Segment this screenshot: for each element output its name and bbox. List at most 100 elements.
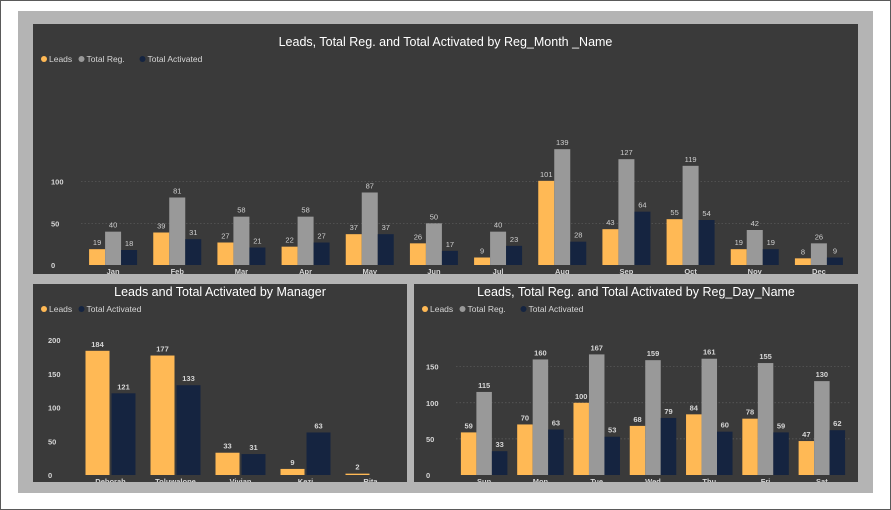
y-tick-label: 0 xyxy=(48,471,52,480)
bar-total-activated xyxy=(306,432,331,475)
bar-total-reg xyxy=(490,231,507,265)
data-label: 19 xyxy=(93,238,101,247)
day-bar-chart: Leads, Total Reg. and Total Activated by… xyxy=(422,285,850,482)
data-label: 53 xyxy=(608,426,616,435)
bar-total-reg xyxy=(701,358,718,475)
bar-total-activated xyxy=(762,249,779,265)
bar-leads xyxy=(345,473,370,475)
bar-total-activated xyxy=(548,429,564,475)
y-tick-label: 200 xyxy=(48,336,61,345)
bar-total-reg xyxy=(532,359,549,475)
x-tick-label: Sat xyxy=(816,477,828,482)
data-label: 78 xyxy=(746,408,754,417)
legend-marker-leads xyxy=(41,56,47,62)
chart-title: Leads, Total Reg. and Total Activated by… xyxy=(477,285,795,299)
bar-leads xyxy=(280,468,305,475)
data-label: 31 xyxy=(249,443,257,452)
x-tick-label: Mon xyxy=(533,477,549,482)
y-tick-label: 150 xyxy=(426,363,439,372)
data-label: 87 xyxy=(366,182,374,191)
x-tick-label: Deborah xyxy=(95,477,126,482)
legend-entry-leads: Leads xyxy=(430,304,453,314)
data-label: 161 xyxy=(703,348,716,357)
bar-leads xyxy=(217,242,234,265)
x-tick-label: Jan xyxy=(107,267,120,274)
x-tick-label: Sep xyxy=(620,267,634,274)
bar-total-reg xyxy=(554,149,571,265)
data-label: 37 xyxy=(382,223,390,232)
x-tick-label: Dec xyxy=(812,267,826,274)
data-label: 9 xyxy=(833,247,837,256)
y-tick-label: 50 xyxy=(48,437,56,446)
monthly-chart-panel: Leads, Total Reg. and Total Activated by… xyxy=(33,24,858,274)
y-tick-label: 150 xyxy=(48,370,61,379)
data-label: 17 xyxy=(446,240,454,249)
y-tick-label: 100 xyxy=(48,404,61,413)
bar-total-reg xyxy=(645,360,661,475)
data-label: 115 xyxy=(478,381,490,390)
bar-total-activated xyxy=(660,417,677,475)
bar-leads xyxy=(742,418,758,475)
x-tick-label: May xyxy=(362,267,377,274)
x-tick-label: Thu xyxy=(702,477,716,482)
data-label: 39 xyxy=(157,222,165,231)
data-label: 101 xyxy=(540,170,553,179)
data-label: 26 xyxy=(414,232,422,241)
x-tick-label: Apr xyxy=(299,267,312,274)
data-label: 23 xyxy=(510,235,518,244)
data-label: 177 xyxy=(156,345,169,354)
bar-leads xyxy=(345,234,362,265)
bar-leads xyxy=(89,249,106,265)
data-label: 47 xyxy=(802,430,810,439)
data-label: 159 xyxy=(647,349,660,358)
bar-total-activated xyxy=(826,257,843,265)
data-label: 68 xyxy=(633,415,641,424)
bar-leads xyxy=(474,257,491,265)
data-label: 63 xyxy=(552,419,560,428)
data-label: 22 xyxy=(285,236,293,245)
bar-leads xyxy=(538,180,555,265)
data-label: 139 xyxy=(556,138,569,147)
data-label: 84 xyxy=(690,403,699,412)
x-tick-label: Feb xyxy=(171,267,185,274)
data-label: 2 xyxy=(355,463,359,472)
y-tick-label: 50 xyxy=(426,435,434,444)
y-tick-label: 50 xyxy=(51,219,59,228)
legend-marker-total-activated xyxy=(139,56,146,62)
bar-total-activated xyxy=(604,436,620,475)
data-label: 26 xyxy=(815,232,823,241)
data-label: 155 xyxy=(759,352,772,361)
data-label: 19 xyxy=(735,238,743,247)
data-label: 119 xyxy=(685,155,697,164)
bar-total-reg xyxy=(476,391,492,475)
manager-chart-panel: Leads and Total Activated by Manager Lead… xyxy=(33,284,407,482)
day-chart-panel: Leads, Total Reg. and Total Activated by… xyxy=(414,284,858,482)
bar-leads xyxy=(573,402,589,475)
x-tick-label: Wed xyxy=(645,477,661,482)
bar-leads xyxy=(602,229,619,265)
chart-title: Leads, Total Reg. and Total Activated by… xyxy=(279,35,613,49)
x-tick-label: Oct xyxy=(684,267,697,274)
data-label: 9 xyxy=(480,247,484,256)
data-label: 33 xyxy=(223,442,231,451)
bar-total-activated xyxy=(506,245,523,265)
data-label: 21 xyxy=(253,237,261,246)
bar-leads xyxy=(629,425,646,475)
bar-total-reg xyxy=(814,381,830,475)
bar-leads xyxy=(666,219,683,265)
data-label: 100 xyxy=(575,392,588,401)
bar-leads xyxy=(85,350,110,475)
bar-leads xyxy=(798,441,815,475)
bar-total-reg xyxy=(361,192,378,265)
data-label: 43 xyxy=(606,218,614,227)
data-label: 70 xyxy=(521,413,529,422)
bar-total-activated xyxy=(634,211,651,265)
legend-marker-leads xyxy=(41,306,47,312)
data-label: 55 xyxy=(670,208,678,217)
x-tick-label: Jul xyxy=(493,267,504,274)
bar-total-activated xyxy=(313,242,330,265)
bar-total-reg xyxy=(169,197,186,265)
bar-leads xyxy=(517,424,533,475)
data-label: 37 xyxy=(350,223,358,232)
